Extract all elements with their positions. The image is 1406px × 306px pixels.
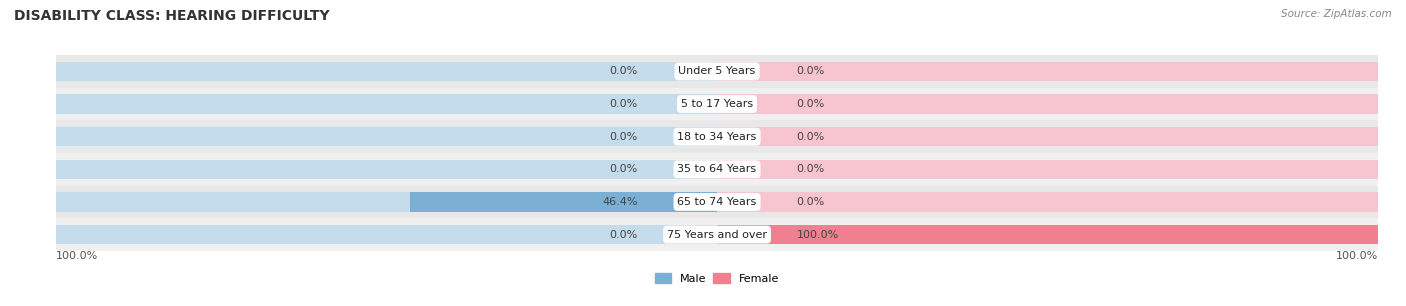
Text: 0.0%: 0.0%	[796, 164, 824, 174]
Bar	[56, 55, 1378, 88]
Bar	[717, 192, 1378, 212]
Bar	[717, 127, 1378, 147]
Text: 0.0%: 0.0%	[610, 164, 638, 174]
Text: 0.0%: 0.0%	[796, 197, 824, 207]
Bar	[56, 218, 1378, 251]
Text: 0.0%: 0.0%	[610, 66, 638, 76]
Bar	[717, 94, 1378, 114]
Bar	[717, 225, 1378, 244]
Text: 46.4%: 46.4%	[602, 197, 638, 207]
Text: 0.0%: 0.0%	[610, 132, 638, 142]
Bar	[56, 153, 1378, 186]
Bar	[717, 62, 1378, 81]
Text: Under 5 Years: Under 5 Years	[679, 66, 755, 76]
Text: 65 to 74 Years: 65 to 74 Years	[678, 197, 756, 207]
Bar	[56, 88, 1378, 120]
Bar	[56, 127, 717, 147]
Bar	[717, 225, 1378, 244]
Text: 35 to 64 Years: 35 to 64 Years	[678, 164, 756, 174]
Text: 0.0%: 0.0%	[610, 99, 638, 109]
Legend: Male, Female: Male, Female	[651, 269, 783, 289]
Bar	[56, 225, 717, 244]
Bar	[56, 120, 1378, 153]
Text: 0.0%: 0.0%	[796, 66, 824, 76]
Text: DISABILITY CLASS: HEARING DIFFICULTY: DISABILITY CLASS: HEARING DIFFICULTY	[14, 9, 329, 23]
Text: 0.0%: 0.0%	[796, 99, 824, 109]
Text: Source: ZipAtlas.com: Source: ZipAtlas.com	[1281, 9, 1392, 19]
Bar	[56, 186, 1378, 218]
Text: 18 to 34 Years: 18 to 34 Years	[678, 132, 756, 142]
Bar	[56, 62, 717, 81]
Text: 75 Years and over: 75 Years and over	[666, 230, 768, 240]
Text: 0.0%: 0.0%	[610, 230, 638, 240]
Text: 0.0%: 0.0%	[796, 132, 824, 142]
Bar	[56, 159, 717, 179]
Text: 100.0%: 100.0%	[1336, 251, 1378, 261]
Bar	[717, 159, 1378, 179]
Bar	[56, 192, 717, 212]
Bar	[56, 94, 717, 114]
Text: 100.0%: 100.0%	[56, 251, 98, 261]
Text: 5 to 17 Years: 5 to 17 Years	[681, 99, 754, 109]
Text: 100.0%: 100.0%	[796, 230, 838, 240]
Bar	[411, 192, 717, 212]
